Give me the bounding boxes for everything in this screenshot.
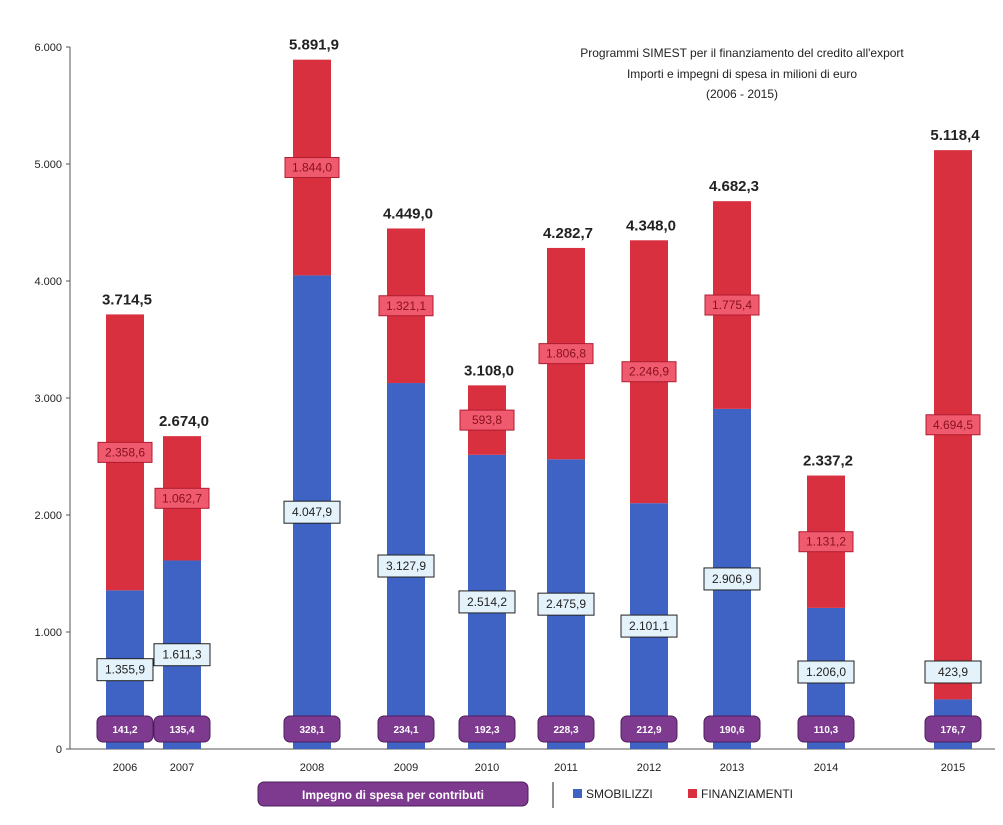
contributi-label: 135,4: [169, 725, 194, 736]
smobilizzi-label-box: [924, 660, 982, 684]
y-tick-label: 1.000: [34, 627, 62, 639]
contributi-label: 190,6: [719, 725, 744, 736]
finanziamenti-label-box: [378, 295, 434, 317]
contributi-label: 141,2: [112, 725, 137, 736]
contributi-label: 192,3: [474, 725, 499, 736]
finanziamenti-label: 2.246,9: [629, 365, 669, 379]
contributi-label-box: [153, 715, 211, 743]
contributi-label: 234,1: [393, 725, 418, 736]
contributi-label-box: [283, 715, 341, 743]
smobilizzi-label-box: [797, 660, 855, 684]
smobilizzi-label: 2.475,9: [546, 597, 586, 611]
contributi-label-box: [703, 715, 761, 743]
contributi-label-box: [537, 715, 595, 743]
y-tick-label: 5.000: [34, 159, 62, 171]
total-label: 5.891,9: [289, 37, 339, 54]
legend-contributi-label: Impegno di spesa per contributi: [302, 788, 484, 802]
contributi-label: 110,3: [814, 725, 839, 736]
contributi-label: 176,7: [940, 725, 965, 736]
smobilizzi-label: 4.047,9: [292, 505, 332, 519]
smobilizzi-label: 1.611,3: [162, 648, 201, 662]
total-label: 2.674,0: [159, 413, 209, 430]
smobilizzi-label-box: [153, 643, 211, 667]
finanziamenti-label-box: [284, 157, 340, 179]
x-tick-label: 2014: [814, 762, 838, 774]
total-label: 4.282,7: [543, 225, 593, 242]
legend-finanziamenti-swatch: [688, 789, 697, 798]
finanziamenti-label-box: [154, 487, 210, 509]
x-tick-label: 2006: [113, 762, 137, 774]
contributi-label-box: [797, 715, 855, 743]
contributi-label-box: [96, 715, 154, 743]
chart-title-line: Programmi SIMEST per il finanziamento de…: [580, 46, 904, 60]
contributi-label-box: [924, 715, 982, 743]
total-label: 4.449,0: [383, 205, 433, 222]
finanziamenti-label: 1.844,0: [292, 161, 332, 175]
smobilizzi-label-box: [620, 614, 678, 638]
smobilizzi-label: 2.906,9: [712, 572, 752, 586]
finanziamenti-label-box: [798, 531, 854, 553]
finanziamenti-label-box: [97, 441, 153, 463]
contributi-label: 228,3: [553, 725, 578, 736]
legend-smobilizzi-label: SMOBILIZZI: [586, 787, 653, 801]
total-label: 3.714,5: [102, 291, 152, 308]
x-tick-label: 2015: [941, 762, 965, 774]
y-tick-label: 0: [56, 744, 62, 756]
smobilizzi-label: 2.101,1: [629, 619, 669, 633]
x-tick-label: 2011: [554, 762, 578, 774]
finanziamenti-label: 1.131,2: [806, 535, 846, 549]
contributi-label-box: [377, 715, 435, 743]
x-tick-label: 2012: [637, 762, 661, 774]
smobilizzi-label-box: [537, 592, 595, 616]
smobilizzi-label-box: [703, 567, 761, 591]
chart-title-line: Importi e impegni di spesa in milioni di…: [627, 67, 857, 81]
smobilizzi-label-box: [458, 590, 516, 614]
smobilizzi-label-box: [377, 554, 435, 578]
finanziamenti-label: 593,8: [472, 413, 502, 427]
finanziamenti-label-box: [459, 409, 515, 431]
contributi-label: 212,9: [636, 725, 661, 736]
smobilizzi-label-box: [96, 658, 154, 682]
finanziamenti-label-box: [538, 343, 594, 365]
total-label: 3.108,0: [464, 362, 514, 379]
x-tick-label: 2010: [475, 762, 499, 774]
x-tick-label: 2013: [720, 762, 744, 774]
contributi-label-box: [458, 715, 516, 743]
contributi-label: 328,1: [299, 725, 324, 736]
smobilizzi-label: 423,9: [938, 665, 968, 679]
y-tick-label: 3.000: [34, 393, 62, 405]
y-tick-label: 6.000: [34, 42, 62, 54]
y-tick-label: 4.000: [34, 276, 62, 288]
smobilizzi-label: 2.514,2: [467, 595, 507, 609]
smobilizzi-label: 3.127,9: [386, 559, 426, 573]
contributi-label-box: [620, 715, 678, 743]
smobilizzi-label: 1.355,9: [105, 663, 145, 677]
x-tick-label: 2009: [394, 762, 418, 774]
finanziamenti-label: 1.775,4: [712, 298, 752, 312]
finanziamenti-label-box: [621, 361, 677, 383]
smobilizzi-label-box: [283, 500, 341, 524]
smobilizzi-label: 1.206,0: [806, 665, 846, 679]
total-label: 4.348,0: [626, 217, 676, 234]
finanziamenti-label-box: [925, 414, 981, 436]
finanziamenti-label: 2.358,6: [105, 445, 145, 459]
total-label: 2.337,2: [803, 453, 853, 470]
legend-smobilizzi-swatch: [573, 789, 582, 798]
finanziamenti-label: 1.321,1: [386, 299, 426, 313]
chart-title-line: (2006 - 2015): [706, 87, 778, 101]
x-tick-label: 2008: [300, 762, 324, 774]
finanziamenti-label: 4.694,5: [933, 418, 973, 432]
total-label: 4.682,3: [709, 178, 759, 195]
finanziamenti-label: 1.806,8: [546, 347, 586, 361]
x-tick-label: 2007: [170, 762, 194, 774]
legend-contributi-box: [257, 781, 529, 807]
total-label: 5.118,4: [930, 127, 980, 144]
finanziamenti-label: 1.062,7: [162, 491, 202, 505]
y-tick-label: 2.000: [34, 510, 62, 522]
legend-finanziamenti-label: FINANZIAMENTI: [701, 787, 793, 801]
finanziamenti-label-box: [704, 294, 760, 316]
